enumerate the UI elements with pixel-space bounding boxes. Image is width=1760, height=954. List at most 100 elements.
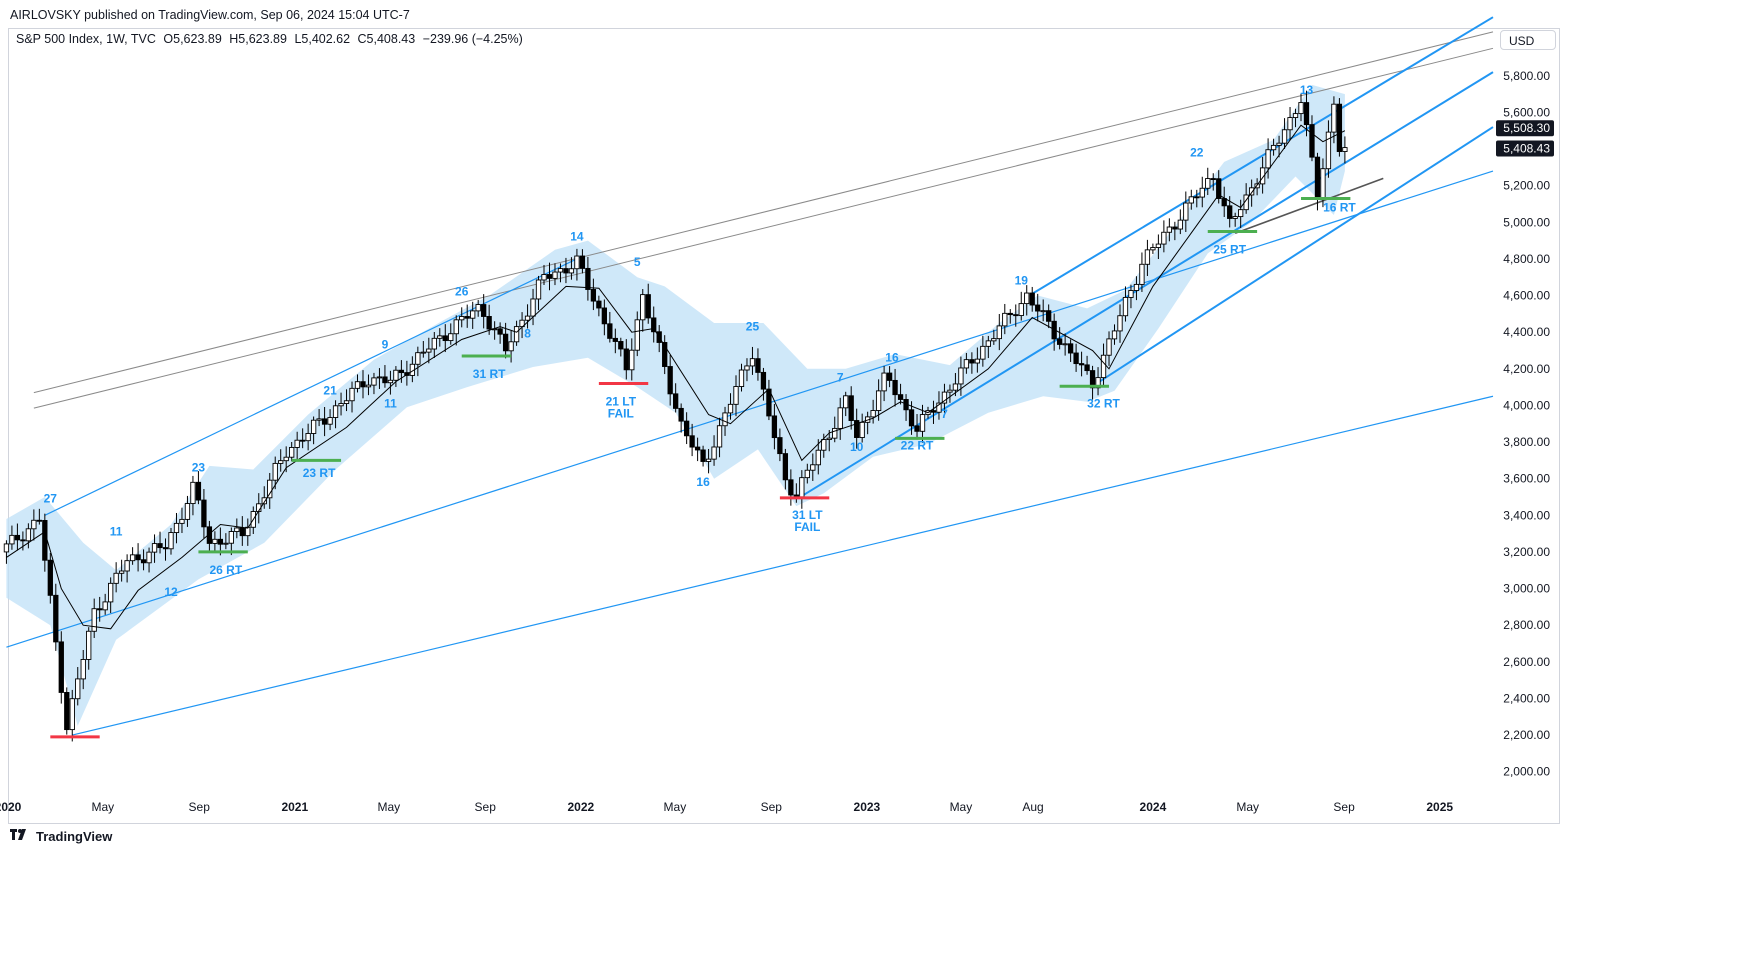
currency-button[interactable]: USD — [1500, 30, 1556, 50]
candle — [239, 516, 245, 546]
candle — [36, 508, 42, 525]
candle-body — [683, 420, 690, 437]
candle-body — [974, 358, 981, 364]
candle — [184, 495, 191, 527]
candle-body — [1046, 310, 1052, 322]
candle — [546, 262, 553, 291]
y-tick-label: 3,600.00 — [1503, 472, 1550, 486]
candle-body — [985, 340, 991, 347]
candle-body — [930, 410, 937, 413]
candle-body — [612, 337, 618, 342]
ohlc-close: C5,408.43 — [357, 32, 416, 46]
candle-body — [86, 630, 92, 660]
candle — [837, 397, 843, 440]
candle-body — [557, 268, 564, 273]
candle-body — [788, 479, 794, 496]
candle — [947, 384, 953, 403]
candle-body — [1144, 249, 1151, 265]
gray-trendline — [1234, 177, 1384, 235]
price-tag-bg — [1496, 120, 1554, 137]
candle-body — [618, 341, 624, 350]
candle — [1089, 365, 1096, 400]
price-tag-label: 5,408.43 — [1503, 141, 1550, 155]
candle-body — [20, 539, 26, 542]
candle — [897, 383, 904, 405]
candle-body — [305, 433, 311, 442]
candle-body — [497, 328, 503, 335]
candle — [1199, 176, 1205, 208]
candle — [667, 354, 673, 406]
candle-body — [1259, 167, 1266, 185]
candle — [453, 315, 459, 346]
candle-body — [1248, 187, 1255, 196]
candle — [387, 370, 394, 395]
gray-trendline — [33, 47, 1494, 409]
symbol-legend: S&P 500 Index, 1W, TVC O5,623.89 H5,623.… — [16, 32, 527, 46]
candle-body — [25, 528, 32, 542]
candle-body — [470, 310, 476, 319]
candle-body — [294, 439, 300, 448]
candle-body — [442, 335, 448, 342]
candle-body — [980, 345, 986, 360]
x-tick-label: 2023 — [854, 800, 881, 814]
candle-body — [332, 405, 339, 418]
candle — [1128, 284, 1134, 309]
candle-body — [1188, 196, 1194, 204]
candle — [870, 399, 876, 424]
x-tick-label: 2021 — [281, 800, 308, 814]
candle-body — [1139, 263, 1145, 285]
candle-body — [1270, 144, 1277, 151]
candle — [689, 423, 695, 457]
candle — [464, 304, 470, 328]
candle — [848, 386, 854, 430]
candle-body — [1210, 178, 1216, 181]
candle-body — [1150, 247, 1156, 251]
candle — [278, 449, 284, 472]
candle-body — [267, 479, 273, 499]
candle — [777, 428, 783, 462]
annotation-label: 26 RT — [210, 563, 243, 577]
candle-body — [349, 387, 355, 402]
candle-body — [212, 538, 218, 544]
candle — [705, 448, 712, 474]
candle — [1259, 156, 1266, 194]
candle — [673, 383, 679, 413]
channel-line — [6, 170, 1494, 648]
candle-body — [91, 608, 97, 632]
candle — [881, 365, 887, 402]
x-tick-label: 2020 — [0, 800, 22, 814]
y-tick-label: 4,200.00 — [1503, 362, 1550, 376]
candle — [1122, 286, 1129, 322]
candle — [310, 416, 317, 445]
candle — [393, 366, 399, 387]
candle — [168, 527, 174, 555]
candle-body — [1292, 113, 1299, 119]
candle-body — [1013, 314, 1019, 317]
annotation-label: 31 LT — [792, 508, 823, 522]
candle — [1073, 343, 1079, 372]
candle-body — [321, 418, 328, 425]
candle — [618, 337, 624, 357]
chart-pane[interactable] — [8, 28, 1560, 824]
candle-body — [1232, 216, 1238, 219]
candle — [634, 311, 640, 357]
candle — [470, 301, 476, 329]
candle-body — [464, 316, 470, 319]
candle — [662, 335, 668, 375]
channel-line — [1097, 126, 1494, 384]
candle-body — [1161, 231, 1167, 245]
candle — [810, 453, 816, 481]
candle-body — [1040, 310, 1046, 313]
annotation-label: 16 — [696, 475, 710, 489]
candle-body — [1100, 354, 1107, 379]
candle-body — [338, 403, 344, 407]
candle — [354, 374, 361, 393]
candle-body — [201, 499, 207, 528]
candle-body — [727, 403, 734, 414]
candle-body — [135, 554, 141, 561]
candle — [3, 540, 10, 564]
candle — [788, 469, 794, 506]
candle-body — [919, 414, 926, 432]
candle-body — [1122, 296, 1129, 317]
